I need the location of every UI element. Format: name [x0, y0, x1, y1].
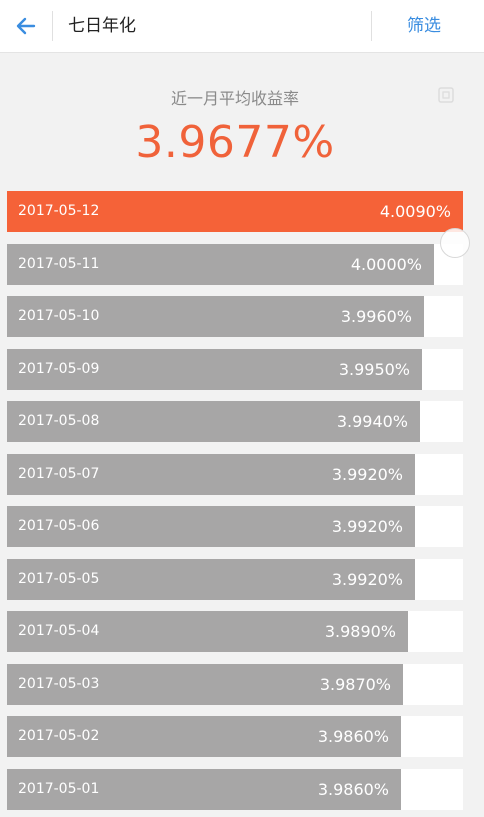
row-date: 2017-05-09 — [18, 361, 100, 377]
yield-bar: 2017-05-01 — [7, 769, 401, 810]
list-item[interactable]: 2017-05-11 4.0000% — [7, 244, 463, 285]
row-date: 2017-05-07 — [18, 466, 100, 482]
yield-bar: 2017-05-07 — [7, 454, 415, 495]
row-date: 2017-05-11 — [18, 256, 100, 272]
row-date: 2017-05-03 — [18, 676, 100, 692]
list-item[interactable]: 2017-05-04 3.9890% — [7, 611, 463, 652]
yield-bar: 2017-05-02 — [7, 716, 401, 757]
summary-panel: 近一月平均收益率 3.9677% — [0, 53, 484, 183]
row-date: 2017-05-12 — [18, 203, 100, 219]
copy-icon[interactable] — [436, 85, 456, 105]
back-button[interactable] — [8, 8, 44, 44]
arrow-left-icon — [16, 17, 36, 35]
row-date: 2017-05-04 — [18, 623, 100, 639]
row-value: 4.0090% — [379, 202, 451, 221]
row-date: 2017-05-08 — [18, 413, 100, 429]
row-date: 2017-05-10 — [18, 308, 100, 324]
list-item[interactable]: 2017-05-09 3.9950% — [7, 349, 463, 390]
row-value: 3.9920% — [331, 570, 403, 589]
row-value: 4.0000% — [350, 255, 422, 274]
row-value: 3.9960% — [340, 307, 412, 326]
yield-bar: 2017-05-05 — [7, 559, 415, 600]
yield-bar: 2017-05-04 — [7, 611, 408, 652]
list-item[interactable]: 2017-05-06 3.9920% — [7, 506, 463, 547]
yield-bar: 2017-05-06 — [7, 506, 415, 547]
scroll-handle[interactable] — [440, 228, 470, 258]
row-value: 3.9870% — [319, 675, 391, 694]
row-date: 2017-05-05 — [18, 571, 100, 587]
yield-bar: 2017-05-11 — [7, 244, 434, 285]
yield-bar: 2017-05-03 — [7, 664, 403, 705]
summary-value: 3.9677% — [135, 117, 335, 168]
list-item[interactable]: 2017-05-02 3.9860% — [7, 716, 463, 757]
list-item[interactable]: 2017-05-03 3.9870% — [7, 664, 463, 705]
row-value: 3.9920% — [331, 517, 403, 536]
row-date: 2017-05-01 — [18, 781, 100, 797]
page-title: 七日年化 — [68, 16, 136, 36]
header-divider — [52, 11, 53, 41]
row-date: 2017-05-02 — [18, 728, 100, 744]
header-bar: 七日年化 筛选 — [0, 0, 484, 53]
list-item[interactable]: 2017-05-01 3.9860% — [7, 769, 463, 810]
row-value: 3.9890% — [324, 622, 396, 641]
row-value: 3.9940% — [336, 412, 408, 431]
yield-bar: 2017-05-08 — [7, 401, 420, 442]
row-value: 3.9860% — [317, 727, 389, 746]
list-item[interactable]: 2017-05-08 3.9940% — [7, 401, 463, 442]
list-item[interactable]: 2017-05-10 3.9960% — [7, 296, 463, 337]
list-item[interactable]: 2017-05-12 4.0090% — [7, 191, 463, 232]
list-item[interactable]: 2017-05-07 3.9920% — [7, 454, 463, 495]
row-value: 3.9920% — [331, 465, 403, 484]
header-divider — [371, 11, 372, 41]
summary-label: 近一月平均收益率 — [170, 89, 299, 108]
yield-bar: 2017-05-12 — [7, 191, 463, 232]
yield-bar: 2017-05-09 — [7, 349, 422, 390]
row-value: 3.9950% — [338, 360, 410, 379]
list-item[interactable]: 2017-05-05 3.9920% — [7, 559, 463, 600]
row-date: 2017-05-06 — [18, 518, 100, 534]
yield-bar: 2017-05-10 — [7, 296, 424, 337]
filter-button[interactable]: 筛选 — [407, 16, 441, 36]
row-value: 3.9860% — [317, 780, 389, 799]
